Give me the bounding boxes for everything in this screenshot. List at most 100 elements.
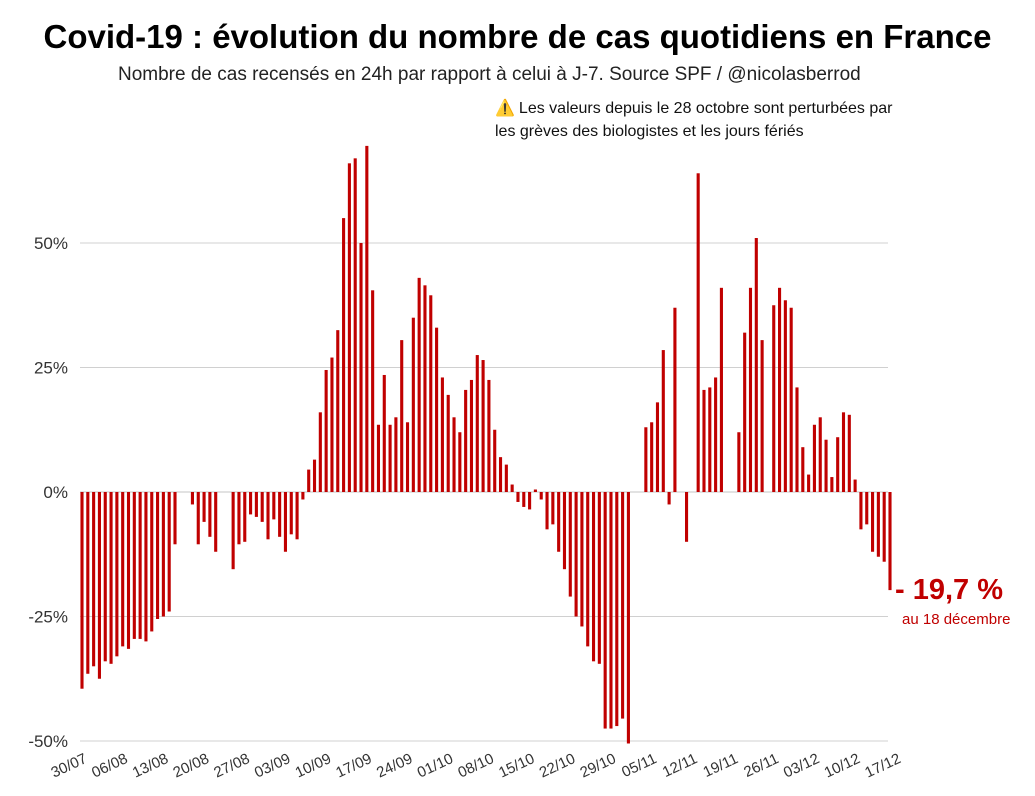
bar: [621, 492, 625, 719]
bar: [760, 340, 764, 492]
y-tick-label: 50%: [34, 234, 68, 253]
bar: [673, 307, 677, 492]
bar: [545, 492, 549, 530]
x-tick-label: 05/11: [619, 750, 659, 781]
bar: [342, 218, 346, 492]
bar: [289, 492, 293, 535]
bar: [336, 330, 340, 492]
bar: [644, 427, 648, 492]
bar: [574, 492, 578, 617]
bar: [371, 290, 375, 492]
bar: [138, 492, 142, 639]
bar: [254, 492, 258, 517]
x-tick-label: 17/09: [333, 750, 374, 781]
bar: [173, 492, 177, 545]
x-tick-label: 13/08: [130, 750, 171, 781]
bar: [748, 287, 753, 492]
bar: [789, 307, 793, 492]
bar: [626, 492, 630, 744]
x-tick-label: 19/11: [701, 750, 741, 781]
bar: [615, 492, 619, 727]
bar: [516, 492, 520, 502]
x-tick-label: 01/10: [415, 750, 456, 781]
bar: [475, 355, 479, 492]
bar: [743, 332, 747, 492]
x-tick-label: 29/10: [577, 750, 618, 781]
bar: [812, 424, 816, 492]
bar: [522, 492, 526, 507]
bar: [487, 379, 491, 492]
x-tick-label: 15/10: [496, 750, 537, 781]
bar: [126, 492, 131, 649]
bar: [80, 492, 84, 689]
bar: [510, 484, 514, 492]
bar: [528, 492, 532, 510]
bar: [429, 295, 433, 492]
bar: [801, 447, 805, 492]
bar: [312, 459, 317, 492]
bar: [469, 379, 474, 492]
x-tick-label: 27/08: [211, 750, 252, 781]
bar: [650, 422, 654, 492]
bar: [161, 492, 165, 617]
bar: [498, 457, 503, 492]
bar: [714, 377, 718, 492]
bar: [103, 492, 107, 662]
x-tick-label: 24/09: [374, 750, 415, 781]
bar: [458, 432, 462, 492]
bar: [772, 305, 776, 492]
bar: [661, 350, 665, 492]
bar: [307, 469, 311, 492]
bar: [394, 417, 398, 492]
bar: [365, 145, 369, 492]
bar: [580, 492, 584, 627]
bar: [400, 340, 404, 492]
bar: [719, 287, 723, 492]
bar: [435, 327, 439, 492]
y-axis-ticks: 50% 25% 0% -25% -50%: [28, 234, 68, 751]
chart-subtitle: Nombre de cas recensés en 24h par rappor…: [118, 64, 861, 85]
bar: [609, 492, 613, 729]
bar: [347, 163, 351, 492]
bar: [696, 173, 700, 492]
bar: [882, 492, 886, 562]
bar: [295, 492, 299, 540]
y-tick-label: -25%: [28, 608, 68, 627]
bar: [167, 492, 171, 612]
bar: [115, 492, 119, 657]
bar: [121, 492, 125, 647]
bar: [568, 492, 572, 597]
bar: [446, 394, 450, 492]
bars: [80, 145, 892, 744]
bar: [702, 389, 706, 492]
bar: [376, 424, 381, 492]
bar: [278, 492, 282, 537]
x-tick-label: 03/12: [781, 750, 822, 781]
warning-annotation: ⚠️ Les valeurs depuis le 28 octobre sont …: [495, 97, 995, 143]
bar: [586, 492, 590, 647]
bar: [144, 492, 148, 642]
bar: [481, 360, 485, 492]
bar: [591, 492, 596, 662]
bar: [818, 417, 822, 492]
bar: [237, 492, 241, 545]
x-tick-label: 10/09: [293, 750, 334, 781]
bar: [382, 374, 386, 492]
bar: [156, 492, 160, 619]
bar: [824, 439, 828, 492]
bar: [208, 492, 212, 537]
bar: [655, 402, 660, 492]
bar: [196, 492, 200, 545]
bar: [847, 414, 851, 492]
bar: [283, 492, 288, 552]
warning-text-1: Les valeurs depuis le 28 octobre sont pe…: [518, 100, 893, 117]
bar: [150, 492, 154, 632]
bar: [493, 429, 497, 492]
x-tick-label: 12/11: [660, 750, 700, 781]
x-tick-label: 10/12: [822, 750, 863, 781]
bar: [243, 492, 247, 542]
bar: [92, 492, 96, 667]
bar: [301, 492, 305, 500]
bar: [807, 474, 811, 492]
